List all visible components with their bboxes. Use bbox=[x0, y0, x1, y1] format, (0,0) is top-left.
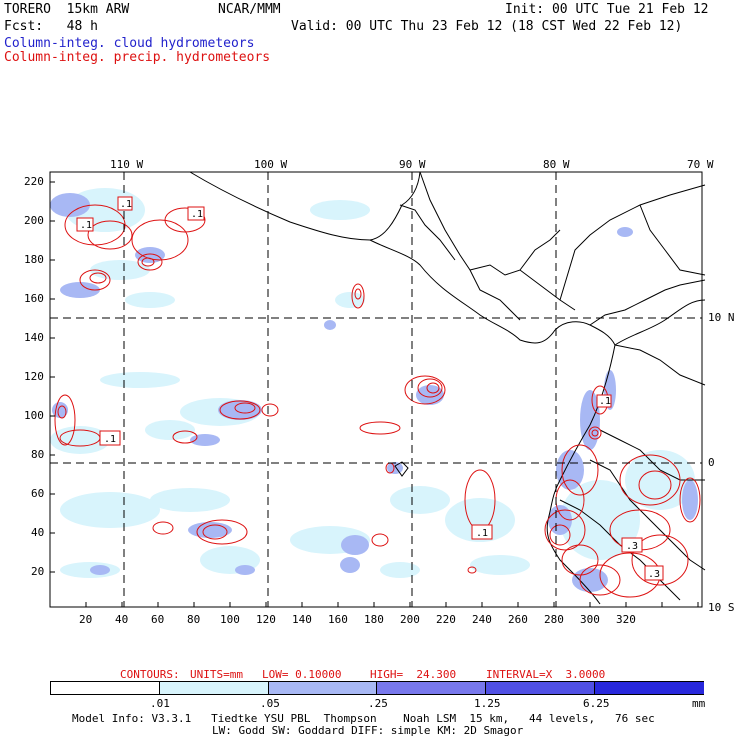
y-tick: 60 bbox=[31, 487, 45, 500]
x-tick: 220 bbox=[436, 613, 456, 626]
x-tick: 80 bbox=[187, 613, 201, 626]
map-frame bbox=[49, 171, 703, 608]
forecast-hour: Fcst: 48 h bbox=[4, 19, 98, 34]
colorbar-bin bbox=[376, 682, 486, 694]
contours-interval: INTERVAL=X 3.0000 bbox=[486, 668, 606, 681]
x-tick: 320 bbox=[616, 613, 636, 626]
colorbar-label: 1.25 bbox=[474, 697, 501, 710]
colorbar-bin bbox=[268, 682, 377, 694]
x-tick: 40 bbox=[115, 613, 129, 626]
contours-units: UNITS=mm bbox=[190, 668, 243, 681]
model-title: TORERO 15km ARW bbox=[4, 2, 130, 17]
y-tick: 220 bbox=[24, 175, 44, 188]
model-physics: LW: Godd SW: Goddard DIFF: simple KM: 2D… bbox=[212, 724, 524, 737]
colorbar bbox=[50, 681, 704, 695]
y-tick: 80 bbox=[31, 448, 45, 461]
x-tick: 160 bbox=[328, 613, 348, 626]
colorbar-unit: mm bbox=[692, 697, 706, 710]
legend-cloud-hydrometeors: Column-integ. cloud hydrometeors bbox=[4, 36, 255, 51]
contour-label: .1 bbox=[120, 199, 132, 210]
x-tick: 200 bbox=[400, 613, 420, 626]
x-tick: 60 bbox=[151, 613, 165, 626]
lat-label-0: 0 bbox=[708, 456, 715, 469]
org-label: NCAR/MMM bbox=[218, 2, 281, 17]
valid-time: Valid: 00 UTC Thu 23 Feb 12 (18 CST Wed … bbox=[291, 19, 683, 34]
lat-label-10s: 10 S bbox=[708, 601, 735, 614]
x-tick: 300 bbox=[580, 613, 600, 626]
y-tick: 100 bbox=[24, 409, 44, 422]
contour-label-boxes bbox=[76, 196, 664, 581]
lon-label-110w: 110 W bbox=[110, 158, 144, 171]
y-tick: 200 bbox=[24, 214, 44, 227]
colorbar-bin bbox=[594, 682, 704, 694]
colorbar-label: .25 bbox=[368, 697, 388, 710]
contour-label: .3 bbox=[648, 569, 660, 580]
x-tick: 100 bbox=[220, 613, 240, 626]
y-tick: 140 bbox=[24, 331, 44, 344]
contour-label: .1 bbox=[599, 396, 611, 407]
y-tick: 20 bbox=[31, 565, 45, 578]
contour-label: .3 bbox=[626, 541, 638, 552]
contour-label: .1 bbox=[104, 434, 116, 445]
colorbar-bin bbox=[51, 682, 159, 694]
cloud-shading-light bbox=[50, 188, 695, 578]
lon-label-90w: 90 W bbox=[399, 158, 426, 171]
init-time: Init: 00 UTC Tue 21 Feb 12 bbox=[505, 2, 709, 17]
legend-precip-hydrometeors: Column-integ. precip. hydrometeors bbox=[4, 50, 271, 65]
y-tick: 40 bbox=[31, 526, 45, 539]
x-tick: 20 bbox=[79, 613, 93, 626]
colorbar-label: 6.25 bbox=[583, 697, 610, 710]
model-info: Model Info: V3.3.1 Tiedtke YSU PBL Thomp… bbox=[72, 712, 655, 725]
colorbar-label: .05 bbox=[260, 697, 280, 710]
y-tick: 160 bbox=[24, 292, 44, 305]
x-tick: 240 bbox=[472, 613, 492, 626]
x-tick: 260 bbox=[508, 613, 528, 626]
lon-label-80w: 80 W bbox=[543, 158, 570, 171]
lat-label-10n: 10 N bbox=[708, 311, 735, 324]
contour-label: .1 bbox=[191, 209, 203, 220]
x-tick: 140 bbox=[292, 613, 312, 626]
contours-label: CONTOURS: bbox=[120, 668, 180, 681]
x-tick: 180 bbox=[364, 613, 384, 626]
graticule bbox=[50, 172, 702, 607]
contour-label-texts: .1 .1 .1 .1 .1 .1 .3 .3 bbox=[80, 199, 660, 580]
contour-label: .1 bbox=[80, 220, 92, 231]
contours-high: HIGH= 24.300 bbox=[370, 668, 457, 681]
colorbar-bin bbox=[159, 682, 269, 694]
x-tick: 280 bbox=[544, 613, 564, 626]
contours-low: LOW= 0.10000 bbox=[262, 668, 342, 681]
y-tick: 120 bbox=[24, 370, 44, 383]
contour-label: .1 bbox=[476, 528, 488, 539]
axis-ticks bbox=[50, 181, 699, 607]
lon-label-70w: 70 W bbox=[687, 158, 714, 171]
x-tick: 120 bbox=[256, 613, 276, 626]
colorbar-label: .01 bbox=[150, 697, 170, 710]
y-tick: 180 bbox=[24, 253, 44, 266]
lon-label-100w: 100 W bbox=[254, 158, 288, 171]
colorbar-bin bbox=[485, 682, 595, 694]
